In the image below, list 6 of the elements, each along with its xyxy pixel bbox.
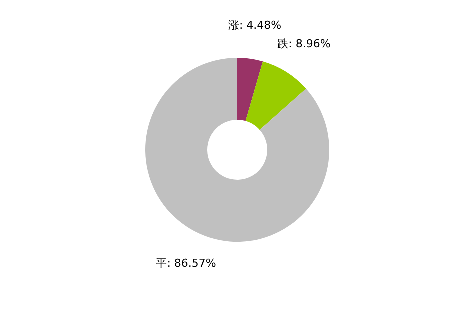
slice-label: 平: 86.57%: [156, 257, 216, 270]
donut-slice: [146, 58, 330, 242]
slice-label: 涨: 4.48%: [228, 19, 282, 32]
donut-slice: [246, 62, 306, 130]
slice-label: 跌: 8.96%: [278, 37, 331, 50]
donut-slice: [238, 58, 264, 122]
